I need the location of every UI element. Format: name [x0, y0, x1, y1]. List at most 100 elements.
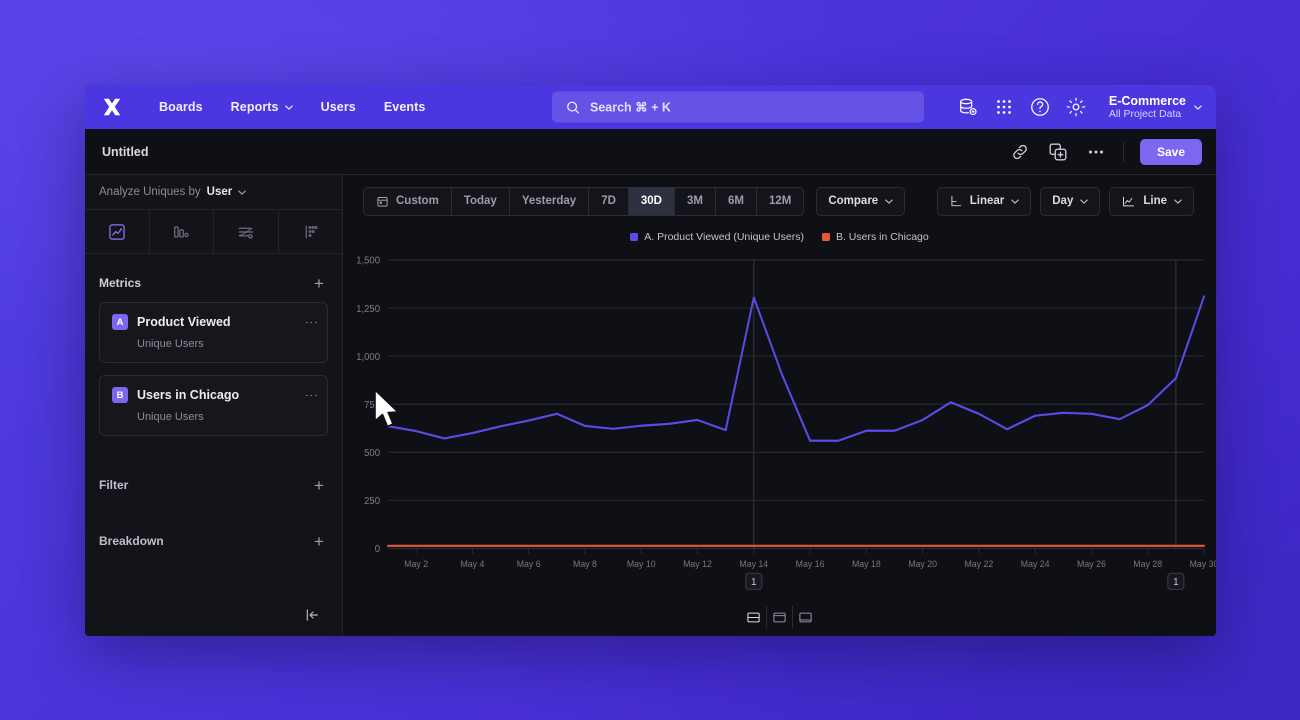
date-range-3m-label: 3M [687, 195, 703, 207]
nav-link-reports[interactable]: Reports [217, 94, 307, 120]
date-range-12m[interactable]: 12M [757, 188, 803, 215]
search-placeholder: Search ⌘ + K [590, 100, 671, 115]
date-range-12m-label: 12M [768, 195, 792, 207]
database-icon[interactable] [957, 96, 979, 118]
svg-text:1,250: 1,250 [356, 303, 380, 314]
scale-label: Linear [969, 195, 1005, 207]
metric-options-icon[interactable]: ⋮ [304, 315, 319, 329]
chart-only-view[interactable] [767, 606, 793, 628]
date-range-30d[interactable]: 30D [628, 187, 675, 215]
app-window: Boards Reports Users Events Search ⌘ + K [85, 85, 1216, 636]
view-mode-bar [343, 598, 1216, 636]
interval-dropdown[interactable]: Day [1040, 186, 1101, 216]
svg-text:May 14: May 14 [739, 558, 768, 568]
date-range-6m[interactable]: 6M [716, 187, 757, 215]
legend-label-b: B. Users in Chicago [835, 231, 929, 243]
svg-text:May 2: May 2 [404, 558, 428, 568]
date-range-custom[interactable]: Custom [364, 187, 452, 215]
metric-options-icon[interactable]: ⋮ [304, 388, 319, 402]
top-nav-actions: E-Commerce All Project Data [957, 85, 1204, 129]
chart-type-dropdown[interactable]: Line [1109, 186, 1194, 216]
date-range-yesterday[interactable]: Yesterday [510, 187, 590, 215]
save-button[interactable]: Save [1139, 138, 1202, 165]
axis-icon [951, 195, 961, 207]
collapse-panel-icon[interactable] [304, 607, 320, 623]
chevron-down-icon [284, 104, 293, 110]
date-range-today[interactable]: Today [452, 187, 510, 215]
breakdown-label: Breakdown [99, 534, 164, 548]
chevron-down-icon [238, 190, 246, 195]
analyze-prefix-label: Analyze Uniques by [99, 186, 201, 198]
x-logo-icon[interactable] [101, 96, 123, 118]
date-range-7d[interactable]: 7D [589, 187, 629, 215]
metric-card-header: B Users in Chicago ⋮ [112, 387, 319, 403]
split-horizontal-view[interactable] [741, 606, 767, 628]
primary-nav-links: Boards Reports Users Events [145, 94, 439, 120]
legend-item-series-a[interactable]: A. Product Viewed (Unique Users) [630, 231, 804, 243]
date-range-7d-label: 7D [601, 195, 616, 207]
scale-dropdown[interactable]: Linear [936, 186, 1032, 216]
more-horizontal-icon[interactable] [1085, 141, 1107, 163]
link-icon[interactable] [1009, 141, 1031, 163]
svg-text:May 16: May 16 [796, 558, 825, 568]
nav-link-events-label: Events [383, 100, 426, 114]
nav-link-events[interactable]: Events [370, 94, 440, 120]
metric-name: Users in Chicago [137, 388, 240, 402]
help-circle-icon[interactable] [1029, 96, 1051, 118]
visualization-tab-group [85, 210, 342, 254]
interval-label: Day [1052, 195, 1074, 207]
metrics-section-header: Metrics + [85, 268, 342, 298]
chart-type-label: Line [1143, 195, 1167, 207]
date-range-yesterday-label: Yesterday [521, 195, 577, 207]
legend-swatch-b [821, 233, 830, 241]
table-tab[interactable] [279, 210, 343, 253]
add-filter-button[interactable]: + [314, 475, 324, 495]
area-chart-tab[interactable] [214, 210, 279, 253]
nav-link-users[interactable]: Users [307, 94, 370, 120]
chart-plot-area[interactable]: 0 250 500 750 1,000 1,250 1,500 May 2 May 4 May 6… [343, 247, 1216, 598]
svg-text:750: 750 [364, 400, 380, 411]
legend-item-series-b[interactable]: B. Users in Chicago [821, 231, 929, 243]
bar-chart-tab[interactable] [150, 210, 214, 253]
metric-card-product-viewed[interactable]: A Product Viewed ⋮ Unique Users [99, 302, 328, 363]
chart-toolbar: Custom Today Yesterday 7D 30D 3M 6M 12M … [343, 175, 1216, 227]
metrics-title: Metrics [99, 276, 142, 290]
chevron-down-icon [1011, 199, 1020, 204]
metric-card-users-in-chicago[interactable]: B Users in Chicago ⋮ Unique Users [99, 375, 328, 436]
chart-legend: A. Product Viewed (Unique Users) B. User… [343, 227, 1216, 247]
apps-grid-icon[interactable] [993, 96, 1015, 118]
table-bottom-view[interactable] [793, 606, 819, 628]
svg-text:May 10: May 10 [627, 558, 656, 568]
svg-text:May 30: May 30 [1190, 558, 1216, 568]
chart-panel: Custom Today Yesterday 7D 30D 3M 6M 12M … [343, 175, 1216, 636]
analyze-uniques-selector[interactable]: Analyze Uniques by User [85, 175, 342, 210]
breakdown-section: Breakdown + [85, 526, 342, 556]
legend-label-a: A. Product Viewed (Unique Users) [644, 231, 804, 243]
svg-text:May 8: May 8 [573, 558, 597, 568]
nav-link-boards[interactable]: Boards [145, 94, 217, 120]
date-range-30d-label: 30D [640, 195, 662, 207]
chevron-down-icon [1194, 104, 1202, 110]
svg-text:1: 1 [1173, 577, 1178, 588]
line-chart-svg: 0 250 500 750 1,000 1,250 1,500 May 2 May 4 May 6… [356, 255, 1216, 590]
date-range-6m-label: 6M [727, 195, 744, 207]
global-search-input[interactable]: Search ⌘ + K [552, 91, 924, 123]
chevron-down-icon [1174, 199, 1182, 204]
page-title[interactable]: Untitled [102, 144, 149, 159]
metric-badge-a: A [112, 314, 128, 330]
add-metric-button[interactable]: + [314, 273, 324, 293]
compare-dropdown[interactable]: Compare [816, 186, 906, 216]
gear-icon[interactable] [1065, 96, 1087, 118]
date-range-3m[interactable]: 3M [675, 187, 716, 215]
nav-link-users-label: Users [320, 100, 356, 114]
metric-subtitle: Unique Users [137, 411, 204, 423]
svg-text:0: 0 [375, 544, 381, 555]
nav-link-reports-label: Reports [230, 100, 279, 114]
metric-badge-b: B [112, 387, 128, 403]
duplicate-icon[interactable] [1047, 141, 1069, 163]
project-selector[interactable]: E-Commerce All Project Data [1101, 94, 1204, 121]
line-chart-tab[interactable] [85, 210, 150, 253]
date-range-today-label: Today [463, 195, 497, 207]
svg-text:May 6: May 6 [517, 558, 541, 568]
add-breakdown-button[interactable]: + [314, 531, 324, 551]
